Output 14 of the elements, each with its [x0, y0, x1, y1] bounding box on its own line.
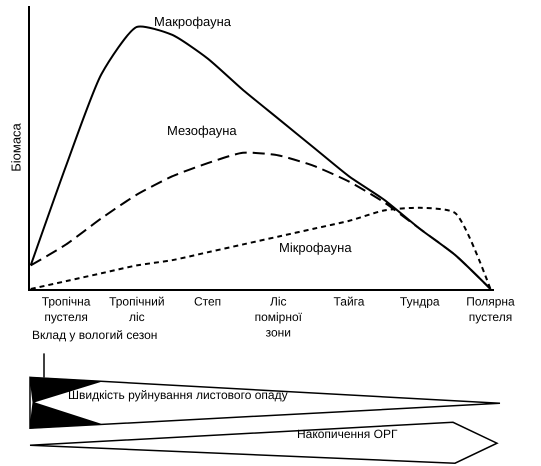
text: Вклад у вологий сезон [32, 328, 158, 342]
y-axis-title: Біомаса [8, 122, 24, 172]
x-tick-label: Ліс помірної зони [254, 294, 303, 340]
x-tick-label: Степ [194, 294, 222, 308]
x-tick-label: Полярна пустеля [466, 294, 516, 324]
x-tick-label: Тропічний ліс [109, 294, 165, 324]
series-label: Макрофауна [154, 14, 232, 29]
x-tick-label: Тундра [400, 294, 440, 308]
text: Накопичення ОРГ [297, 427, 398, 441]
series-label: Мікрофауна [279, 240, 352, 255]
x-tick-label: Тайга [334, 294, 365, 308]
x-tick-label: Тропічна пустеля [42, 294, 91, 324]
series-label: Мезофауна [167, 123, 238, 138]
text: Швидкість руйнування листового опаду [68, 388, 288, 402]
